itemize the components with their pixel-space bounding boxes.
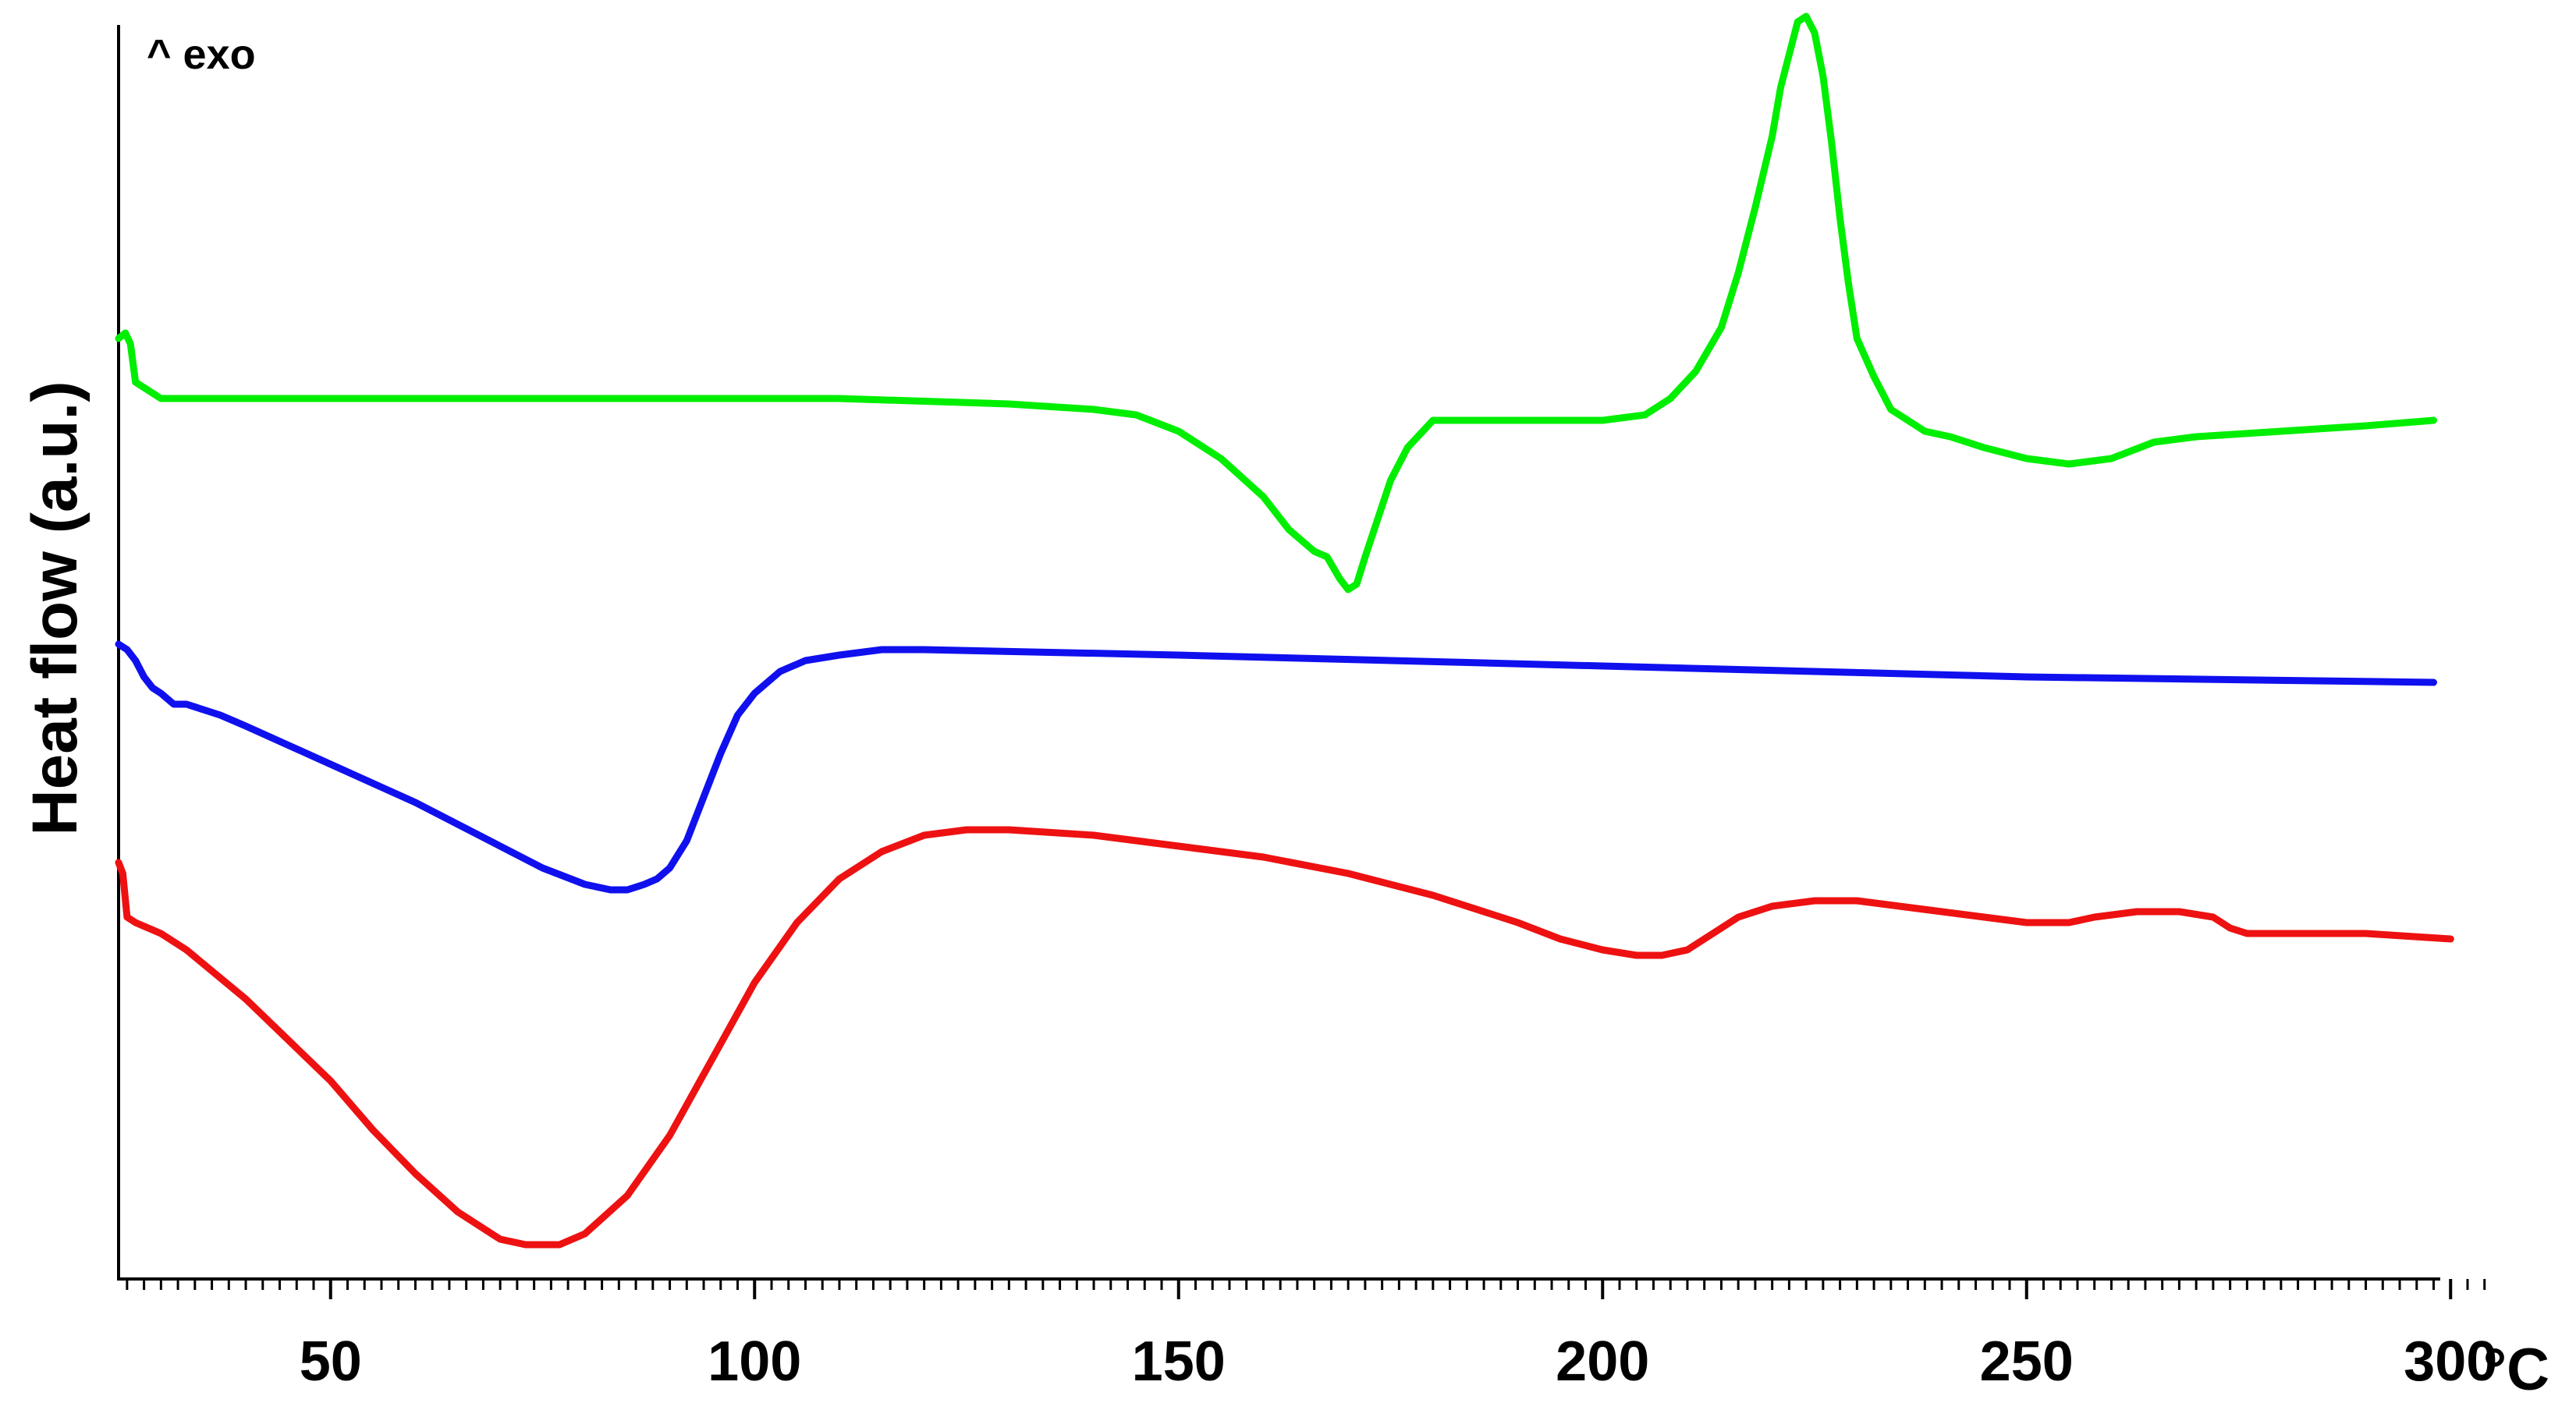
x-tick-label: 200 [1556,1330,1649,1393]
series-line-1 [115,12,2437,593]
x-major-ticks [328,1279,2453,1299]
series-layer [115,12,2454,1249]
x-tick-label: 250 [1980,1330,2074,1393]
series-line-2 [115,640,2437,894]
axes-layer: 50 100 150 200 250 300 [117,25,2497,1393]
y-axis-label: Heat flow (a.u.) [20,381,90,835]
x-tick-label: 300 [2404,1330,2497,1393]
x-tick-label: 100 [708,1330,801,1393]
exo-annotation: ^ exo [147,31,256,78]
x-tick-label: 150 [1132,1330,1226,1393]
x-minor-ticks [126,1279,2486,1290]
series-line-3 [115,826,2454,1249]
x-unit-label: °C [2483,1337,2549,1403]
x-tick-label: 50 [300,1330,362,1393]
x-tick-labels: 50 100 150 200 250 300 [300,1330,2498,1393]
